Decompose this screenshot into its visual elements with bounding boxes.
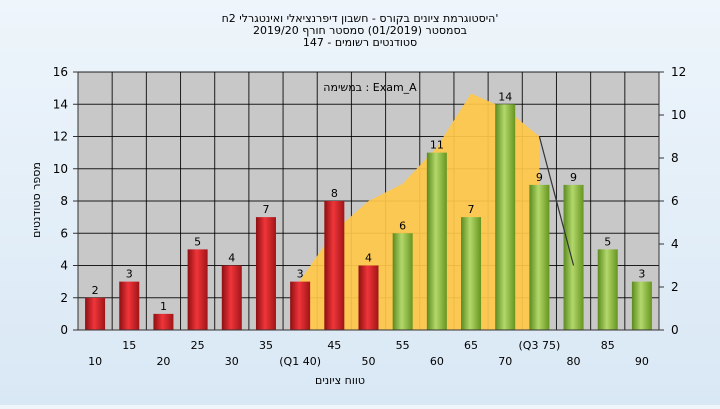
data-label-40: 3 — [297, 268, 304, 281]
data-label-25: 5 — [194, 235, 201, 248]
trend-line — [538, 136, 575, 266]
data-label-20: 1 — [160, 300, 167, 313]
chart-title-line-1: היסטוגרמת ציונים בקורס - חשבון דיפרנציאל… — [222, 12, 499, 25]
y2-tick-label: 12 — [671, 65, 686, 79]
bar-15 — [119, 281, 140, 330]
x-tick-label: 50 — [362, 355, 376, 368]
x-tick-label: (Q1 40) — [279, 355, 321, 368]
x-tick-label: 85 — [601, 339, 615, 352]
x-tick-label: 80 — [567, 355, 581, 368]
data-label-15: 3 — [126, 268, 133, 281]
x-tick-label: 65 — [464, 339, 478, 352]
y2-tick-labels: 0 2 4 6 8 10 12 — [659, 65, 686, 337]
y-tick-labels: 0 2 4 6 8 10 12 14 16 — [53, 65, 78, 337]
data-label-55: 6 — [399, 219, 406, 232]
data-label-layer: 2 3 1 5 4 7 3 8 4 6 11 7 14 9 9 5 3 — [92, 90, 646, 313]
data-label-45: 8 — [331, 187, 338, 200]
y2-tick-label: 4 — [671, 237, 679, 251]
y-tick-label: 4 — [60, 259, 68, 273]
bar-55 — [392, 233, 413, 330]
y2-tick-label: 6 — [671, 194, 679, 208]
y-axis-label: מספר סטודנטים — [30, 162, 43, 238]
bar-layer — [85, 104, 652, 330]
y-tick-label: 14 — [53, 97, 68, 111]
data-label-85: 5 — [604, 235, 611, 248]
bar-30 — [221, 265, 242, 330]
data-label-10: 2 — [92, 284, 99, 297]
bar-10 — [85, 297, 106, 330]
y-tick-label: 6 — [60, 226, 68, 240]
x-axis-label: טווח ציונים — [315, 374, 365, 387]
x-tick-label: 30 — [225, 355, 239, 368]
data-label-90: 3 — [638, 268, 645, 281]
bar-85 — [597, 249, 618, 330]
y2-tick-label: 8 — [671, 151, 679, 165]
x-tick-label: 10 — [88, 355, 102, 368]
chart-title-line-2: בסמסטר (01/2019) סמסטר חורף 2019/20 — [253, 24, 467, 37]
line-layer — [538, 136, 575, 266]
x-tick-label: 60 — [430, 355, 444, 368]
bar-65 — [461, 217, 482, 330]
x-tick-label: 25 — [191, 339, 205, 352]
bar-80 — [563, 184, 584, 330]
bar-75 — [529, 184, 550, 330]
x-tick-label: 70 — [498, 355, 512, 368]
bar-60 — [426, 152, 447, 330]
y-tick-label: 10 — [53, 162, 68, 176]
chart-title-line-3: סטודנטים רשומים - 147 — [303, 36, 417, 49]
y2-tick-label: 2 — [671, 280, 679, 294]
x-tick-label: 35 — [259, 339, 273, 352]
x-tick-labels: 10 15 20 25 30 35 (Q1 40) 45 50 55 60 65 70 (Q3 75) 80… — [88, 339, 649, 368]
y-tick-label: 16 — [53, 65, 68, 79]
data-label-75: 9 — [536, 171, 543, 184]
bar-20 — [153, 313, 174, 330]
data-label-60: 11 — [430, 139, 444, 152]
bar-90 — [631, 281, 652, 330]
data-label-70: 14 — [498, 90, 512, 103]
y2-tick-label: 0 — [671, 323, 679, 337]
y-tick-label: 8 — [60, 194, 68, 208]
data-label-35: 7 — [262, 203, 269, 216]
x-tick-label: 20 — [156, 355, 170, 368]
data-label-50: 4 — [365, 252, 372, 265]
bar-45 — [324, 201, 345, 330]
data-label-30: 4 — [228, 252, 235, 265]
x-tick-label: 90 — [635, 355, 649, 368]
data-label-80: 9 — [570, 171, 577, 184]
bar-35 — [255, 217, 276, 330]
x-tick-label: 45 — [327, 339, 341, 352]
bar-40 — [290, 281, 311, 330]
data-label-65: 7 — [468, 203, 475, 216]
x-tick-label: 55 — [396, 339, 410, 352]
bar-25 — [187, 249, 208, 330]
y-tick-label: 0 — [60, 323, 68, 337]
chart-annotation: במשימה : Exam_A — [323, 81, 417, 94]
y2-tick-label: 10 — [671, 108, 686, 122]
bar-70 — [495, 104, 516, 330]
y-tick-label: 2 — [60, 291, 68, 305]
y-tick-label: 12 — [53, 130, 68, 144]
x-tick-label: (Q3 75) — [519, 339, 561, 352]
x-tick-label: 15 — [122, 339, 136, 352]
bar-50 — [358, 265, 379, 330]
